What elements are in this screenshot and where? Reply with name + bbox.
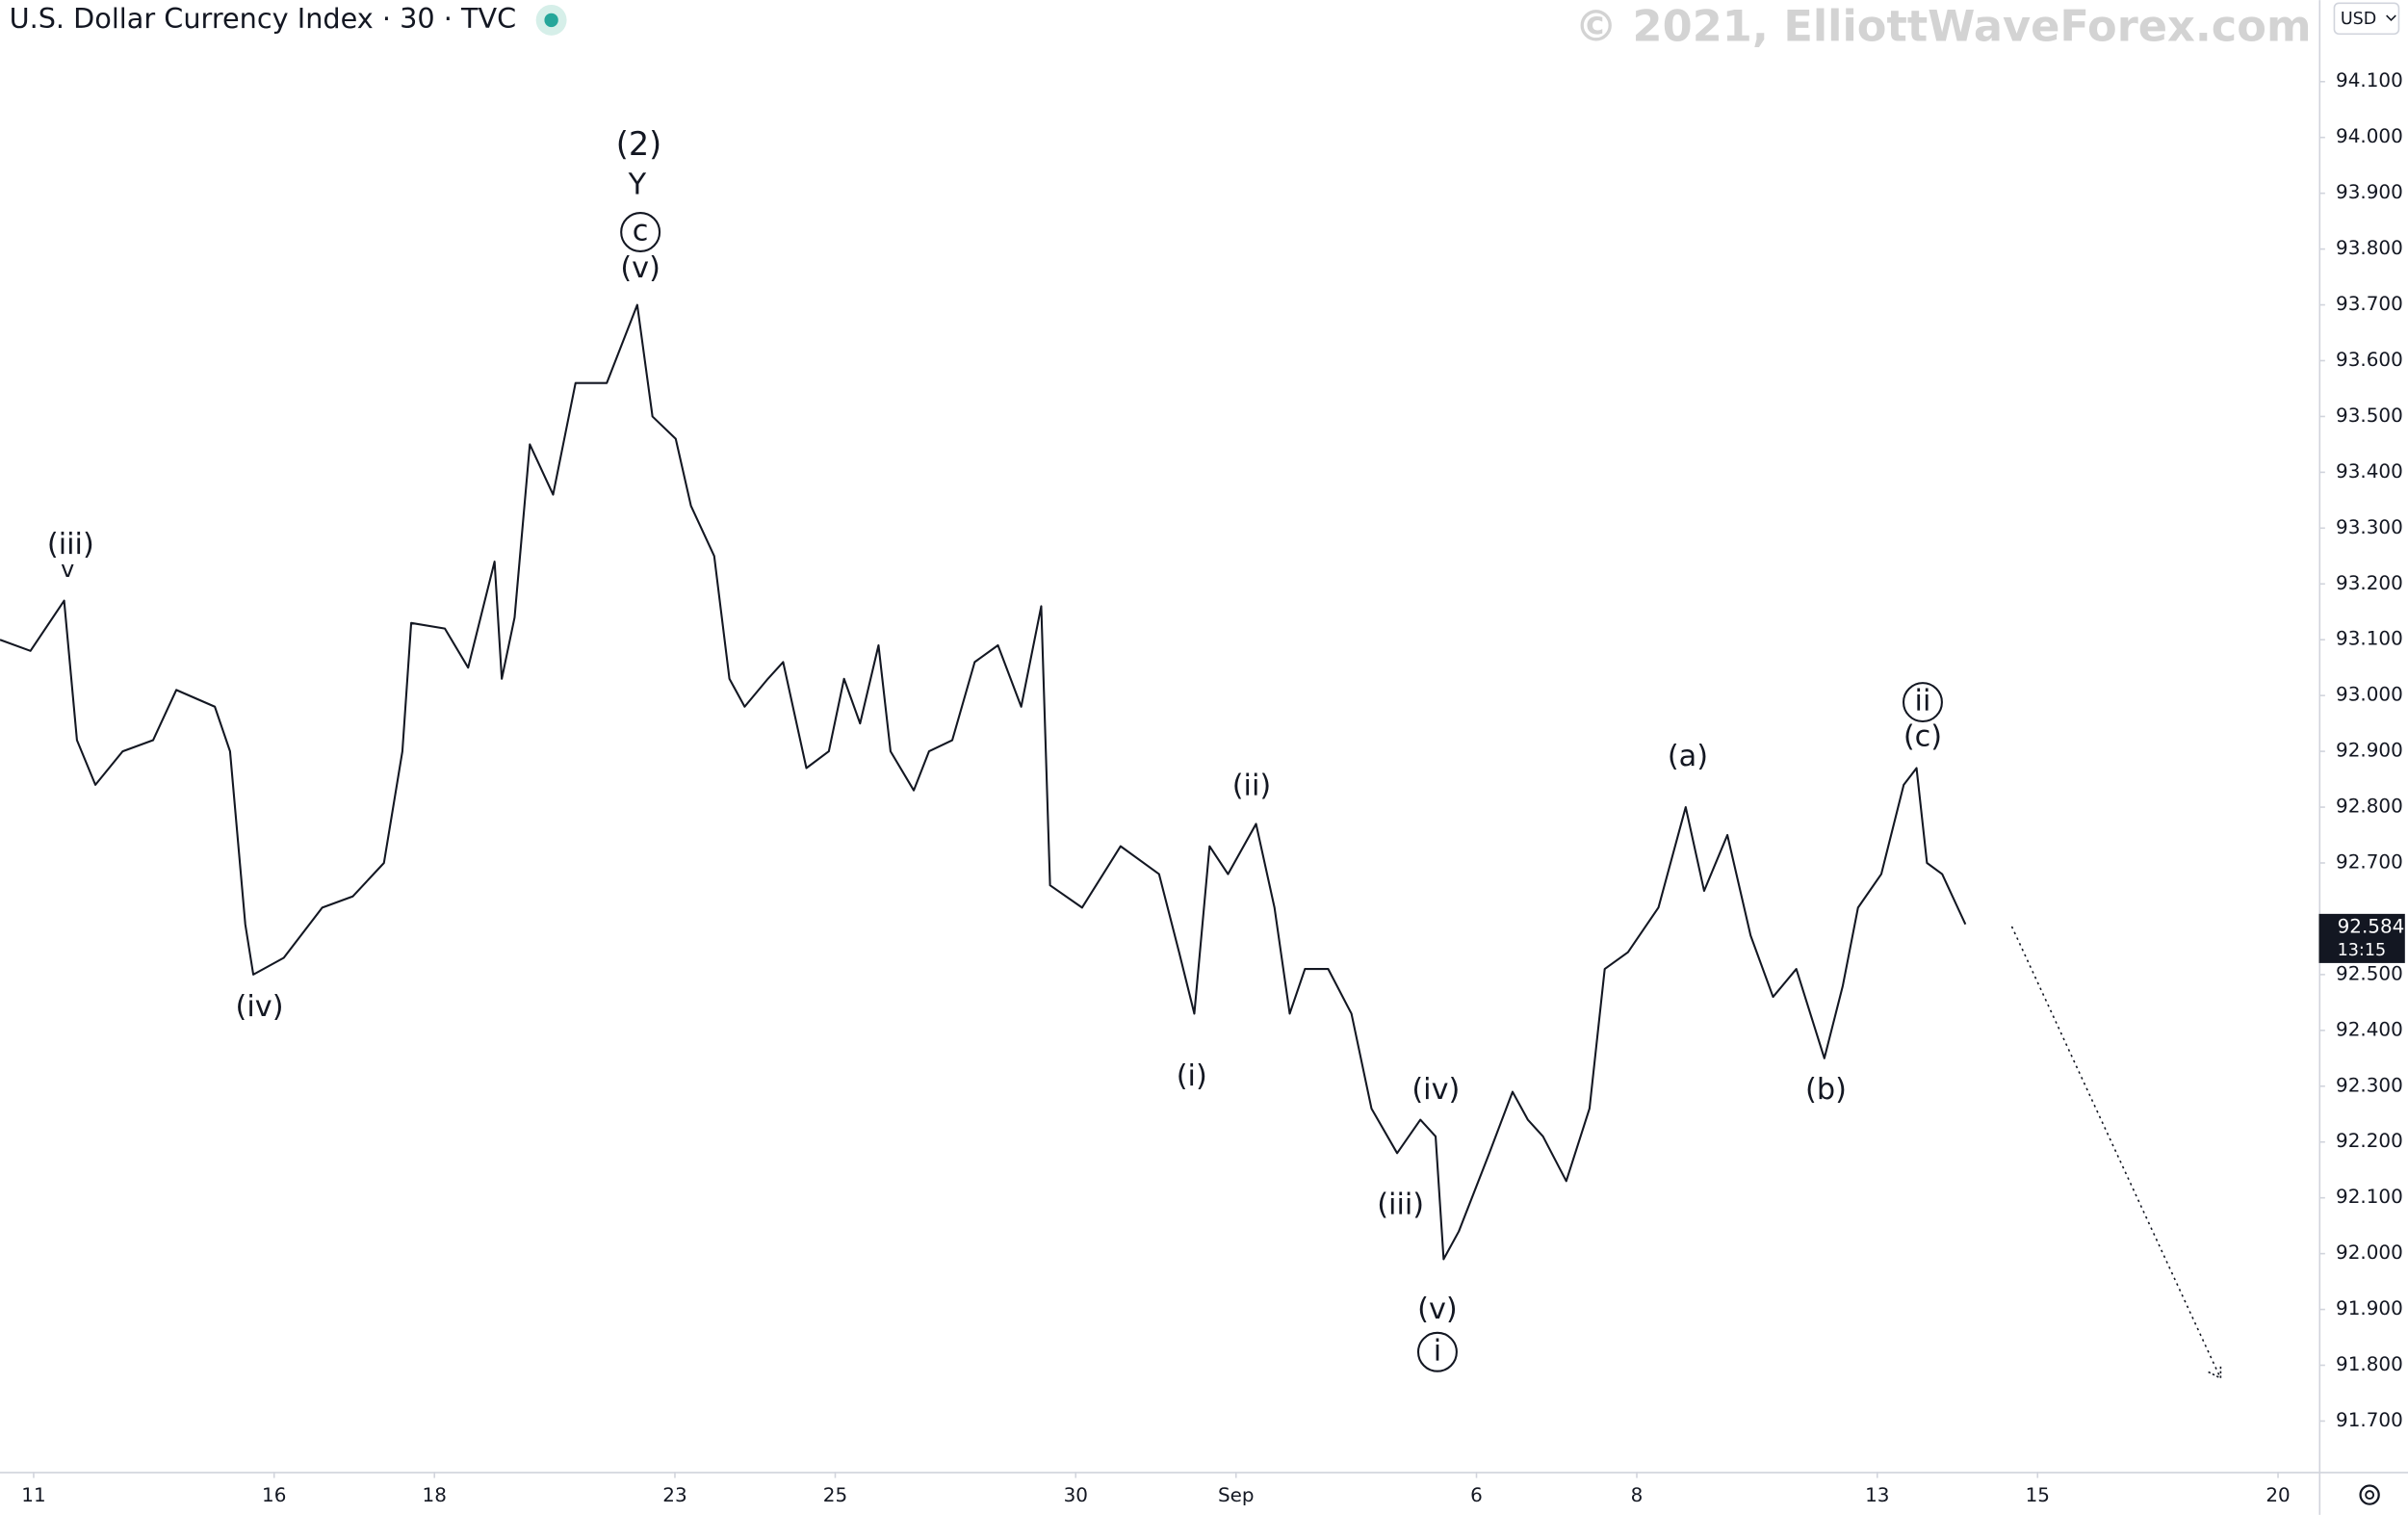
price-line (0, 303, 1967, 1261)
x-tick-label: 23 (662, 1484, 686, 1506)
wave-label: (a) (1668, 740, 1708, 773)
wave-label: (ii) (1232, 769, 1271, 802)
wave-label: (b) (1805, 1073, 1847, 1107)
x-tick-label: 18 (423, 1484, 447, 1506)
y-tick-label: 92.200 (2336, 1130, 2403, 1152)
wave-label: (iv) (236, 990, 284, 1024)
x-tick-label: 8 (1631, 1484, 1644, 1506)
y-tick-label: 92.000 (2336, 1241, 2403, 1264)
y-tick-label: 92.300 (2336, 1074, 2403, 1096)
y-tick-label: 94.100 (2336, 69, 2403, 91)
gear-hub (2365, 1490, 2375, 1501)
y-tick-label: 93.500 (2336, 405, 2403, 427)
x-tick-label: 15 (2026, 1484, 2050, 1506)
wave-circle (1902, 682, 1943, 723)
last-price-tag (2318, 913, 2405, 963)
wave-label: (v) (1417, 1293, 1458, 1326)
currency-label: USD (2341, 10, 2376, 29)
y-tick-label: 91.900 (2336, 1297, 2403, 1319)
y-tick-label: 93.600 (2336, 349, 2403, 371)
x-tick-label: 13 (1865, 1484, 1889, 1506)
y-tick-label: 93.700 (2336, 293, 2403, 315)
wave-label: (c) (1903, 719, 1942, 753)
y-tick-label: 93.200 (2336, 572, 2403, 594)
x-tick-label: 16 (262, 1484, 286, 1506)
chart-title: U.S. Dollar Currency Index · 30 · TVC (10, 2, 517, 35)
x-tick-label: 11 (21, 1484, 45, 1506)
y-tick-label: 92.800 (2336, 796, 2403, 818)
settings-icon[interactable] (2359, 1484, 2380, 1505)
wave-label: (i) (1177, 1059, 1207, 1093)
wave-circle (620, 212, 661, 252)
wave-circle (1416, 1331, 1458, 1372)
y-tick-label: 92.500 (2336, 962, 2403, 984)
y-tick-label: 94.000 (2336, 125, 2403, 147)
y-tick-label: 92.400 (2336, 1018, 2403, 1040)
status-dot (544, 13, 558, 28)
wave-label: c (633, 215, 649, 248)
countdown-label: 13:15 (2338, 941, 2387, 960)
x-tick-label: Sep (1218, 1484, 1255, 1506)
wave-label: (2) (616, 125, 661, 163)
y-tick-label: 91.800 (2336, 1353, 2403, 1375)
watermark: © 2021, ElliottWaveForex.com (1574, 1, 2311, 51)
y-tick-label: 92.900 (2336, 740, 2403, 762)
currency-button[interactable] (2333, 2, 2400, 36)
gear-ring (2359, 1484, 2380, 1505)
wave-label: v (61, 556, 74, 583)
x-tick-label: 25 (823, 1484, 847, 1506)
y-tick-label: 93.800 (2336, 237, 2403, 259)
y-tick-label: 92.100 (2336, 1186, 2403, 1208)
x-tick-label: 20 (2266, 1484, 2290, 1506)
x-tick-label: 30 (1064, 1484, 1088, 1506)
y-tick-label: 91.700 (2336, 1409, 2403, 1431)
projection-line (2010, 926, 2220, 1376)
wave-label: (iii) (1377, 1188, 1424, 1222)
wave-label: (iii) (47, 528, 94, 562)
y-tick-label: 93.000 (2336, 684, 2403, 706)
y-tick-label: 93.900 (2336, 181, 2403, 203)
wave-label: i (1434, 1334, 1441, 1368)
y-tick-label: 93.300 (2336, 516, 2403, 538)
wave-label: ii (1915, 685, 1931, 718)
y-tick-label: 93.400 (2336, 460, 2403, 483)
x-tick-label: 6 (1470, 1484, 1483, 1506)
dropdown-chevron (2386, 14, 2396, 22)
y-tick-label: 93.100 (2336, 628, 2403, 650)
wave-label: Y (628, 169, 647, 202)
wave-label: (iv) (1411, 1073, 1460, 1107)
last-price-label: 92.584 (2338, 916, 2405, 938)
wave-label: (v) (620, 251, 660, 285)
y-tick-label: 92.700 (2336, 850, 2403, 873)
